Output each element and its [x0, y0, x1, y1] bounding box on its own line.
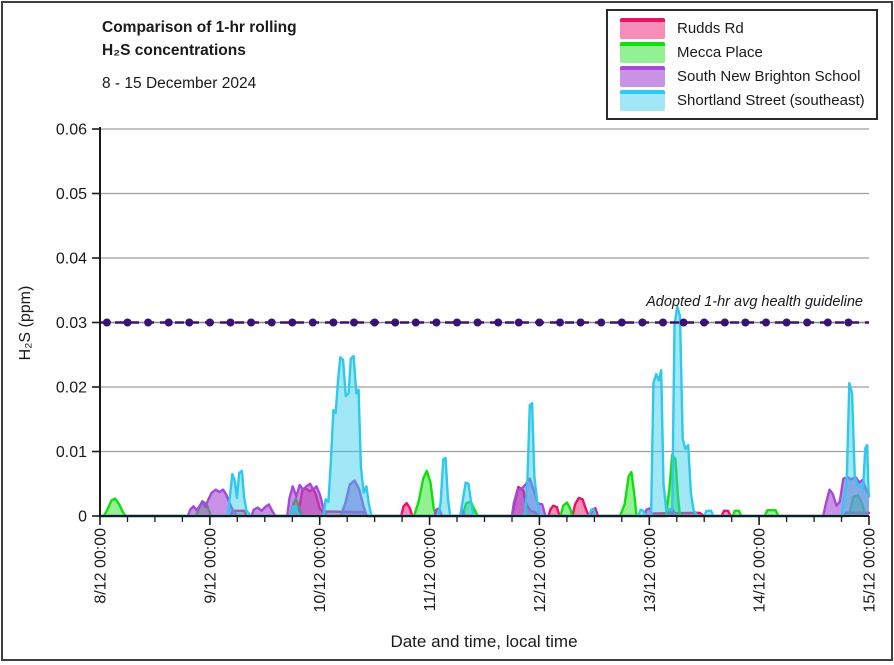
y-tick-label: 0	[78, 509, 87, 526]
x-tick-label: 8/12 00:00	[93, 528, 110, 604]
guideline-marker	[700, 319, 708, 327]
legend-item-rudds-rd: Rudds Rd	[620, 16, 876, 40]
legend-label-shortland-street-southeast: Shortland Street (southeast)	[677, 92, 865, 109]
guideline-marker	[124, 319, 132, 327]
x-tick-label: 10/12 00:00	[312, 528, 329, 613]
guideline-marker	[577, 319, 585, 327]
y-tick-label: 0.02	[56, 380, 87, 397]
guideline-marker	[721, 319, 729, 327]
y-tick-label: 0.05	[56, 186, 87, 203]
y-tick-label: 0.03	[56, 315, 87, 332]
legend-swatch-south-new-brighton-school	[620, 66, 665, 87]
x-tick-label: 12/12 00:00	[532, 528, 549, 613]
guideline-marker	[803, 319, 811, 327]
y-tick-label: 0.06	[56, 122, 87, 139]
guideline-marker	[556, 319, 564, 327]
series-area-south-new-brighton-school	[100, 477, 869, 516]
legend: Rudds Rd Mecca Place South New Brighton Sc…	[606, 9, 878, 120]
legend-item-shortland-street-southeast: Shortland Street (southeast)	[620, 88, 876, 112]
guideline-marker	[329, 319, 337, 327]
guideline-marker	[350, 319, 358, 327]
guideline-marker	[165, 319, 173, 327]
guideline-marker	[247, 319, 255, 327]
guideline-marker	[453, 319, 461, 327]
guideline-marker	[309, 319, 317, 327]
x-tick-label: 11/12 00:00	[422, 528, 439, 611]
x-tick-label: 13/12 00:00	[642, 528, 659, 613]
guideline-marker	[659, 319, 667, 327]
legend-label-mecca-place: Mecca Place	[677, 44, 763, 61]
legend-item-south-new-brighton-school: South New Brighton School	[620, 64, 876, 88]
chart-frame: 0 0.01 0.02 0.03 0.04 0.05 0.06 8/12 00:00 9/12 …	[1, 1, 893, 661]
guideline-marker	[288, 319, 296, 327]
series-line-shortland-street-southeast	[100, 306, 869, 516]
guideline-marker	[741, 319, 749, 327]
chart-page: { "header": { "title_line1": "Comparison…	[0, 0, 894, 662]
guideline-marker	[185, 319, 193, 327]
chart-title-line-2: H₂S concentrations	[102, 39, 297, 62]
guideline-marker	[597, 319, 605, 327]
guideline-marker	[618, 319, 626, 327]
series-area-shortland-street-southeast	[100, 306, 869, 516]
y-axis-title: H₂S (ppm)	[17, 243, 37, 403]
chart-title-block: Comparison of 1-hr rolling H₂S concentra…	[102, 16, 297, 93]
guideline-marker	[432, 319, 440, 327]
guideline-marker	[535, 319, 543, 327]
legend-item-mecca-place: Mecca Place	[620, 40, 876, 64]
x-tick-label: 14/12 00:00	[752, 528, 769, 613]
legend-label-south-new-brighton-school: South New Brighton School	[677, 68, 860, 85]
guideline-marker	[762, 319, 770, 327]
guideline-marker	[144, 319, 152, 327]
y-tick-label: 0.04	[56, 251, 87, 268]
legend-swatch-rudds-rd	[620, 18, 665, 39]
guideline-marker	[783, 319, 791, 327]
guideline-marker	[680, 319, 688, 327]
guideline-annotation: Adopted 1-hr avg health guideline	[646, 294, 863, 310]
guideline-marker	[515, 319, 523, 327]
legend-label-rudds-rd: Rudds Rd	[677, 20, 744, 37]
guideline-marker	[412, 319, 420, 327]
guideline-marker	[206, 319, 214, 327]
guideline-marker	[474, 319, 482, 327]
guideline-marker	[268, 319, 276, 327]
guideline-marker	[494, 319, 502, 327]
guideline-marker	[638, 319, 646, 327]
chart-title-line-1: Comparison of 1-hr rolling	[102, 16, 297, 39]
guideline-marker	[227, 319, 235, 327]
guideline-marker	[103, 319, 111, 327]
x-tick-label: 15/12 00:00	[862, 528, 879, 613]
guideline-marker	[844, 319, 852, 327]
guideline-marker	[371, 319, 379, 327]
guideline-marker	[824, 319, 832, 327]
legend-swatch-mecca-place	[620, 42, 665, 63]
x-axis-title: Date and time, local time	[284, 632, 684, 652]
chart-date-range: 8 - 15 December 2024	[102, 75, 297, 93]
x-tick-label: 9/12 00:00	[202, 528, 219, 604]
y-tick-label: 0.01	[56, 444, 87, 461]
guideline-marker	[391, 319, 399, 327]
legend-swatch-shortland-street-southeast	[620, 90, 665, 111]
